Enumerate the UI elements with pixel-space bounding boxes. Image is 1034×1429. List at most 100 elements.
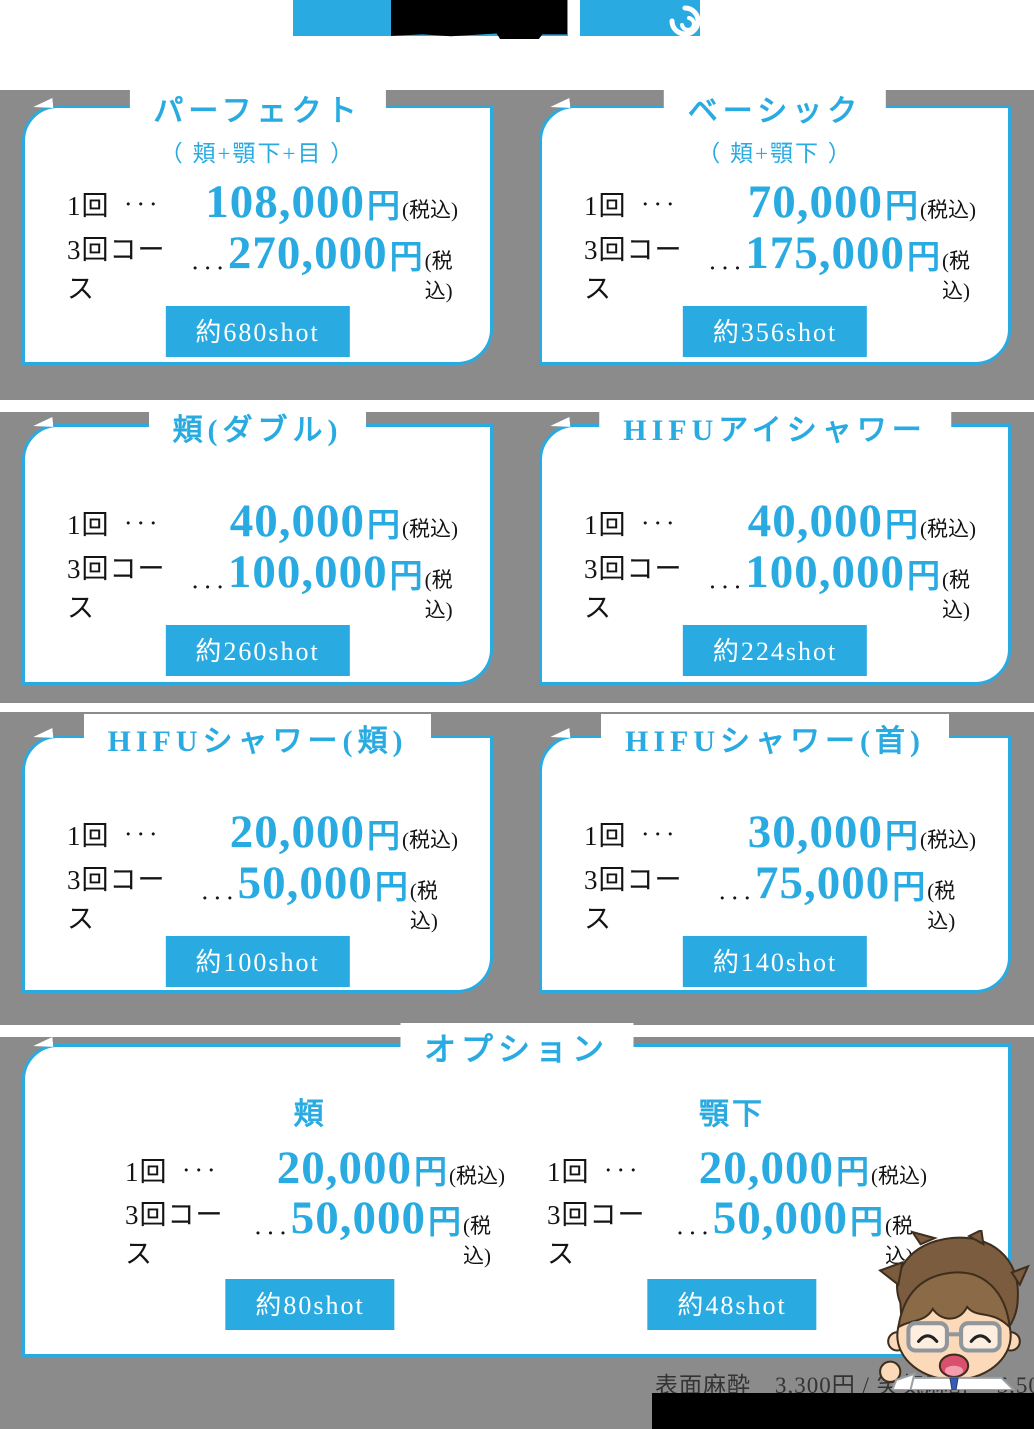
tax-included-label: (税込): [942, 248, 971, 303]
price-card: ベーシック （ 頬+顎下 ） 1回 ･･･ 70,000 円 (税込) 3回コー…: [539, 84, 1011, 365]
price-number: 100,000: [227, 545, 388, 598]
dots: ･･･: [181, 1160, 220, 1182]
price-card: 頬(ダブル) 1回 ･･･ 40,000 円 (税込) 3回コース ･･･ 10…: [22, 403, 493, 685]
price-row-label: 1回 ･･･: [67, 184, 161, 223]
price-row: 3回コース ･･･ 50,000 円 (税込): [67, 859, 458, 934]
dots: ･･･: [640, 824, 679, 846]
price-value: 40,000 円 (税込): [230, 498, 458, 546]
yen-unit: 円: [374, 869, 408, 906]
times-label: 1回: [67, 820, 110, 851]
price-row: 1回 ･･･ 108,000 円 (税込): [67, 174, 458, 232]
price-value: 108,000 円 (税込): [205, 179, 458, 227]
price-number: 20,000: [698, 1142, 834, 1194]
dots: ･･･: [190, 258, 228, 280]
times-label: 3回コース: [67, 235, 166, 304]
card-title: ベーシック: [687, 95, 863, 128]
price-row-label: 3回コース ･･･: [67, 858, 238, 936]
card-title-tab: パーフェクト: [129, 84, 386, 132]
option-column-underchin: 顎下 1回 ･･･ 20,000 円 (税込) 3回コース ･･･ 50: [537, 1047, 927, 1354]
price-card: HIFUシャワー(頬) 1回 ･･･ 20,000 円 (税込) 3回コース ･…: [22, 714, 493, 993]
tax-included-label: (税込): [885, 1213, 914, 1268]
doctor-mascot-icon: [878, 1230, 1030, 1390]
price-number: 70,000: [747, 176, 883, 228]
price-row-label: 3回コース ･･･: [125, 1193, 291, 1271]
price-row: 1回 ･･･ 40,000 円 (税込): [584, 493, 976, 551]
price-number: 175,000: [745, 226, 906, 279]
yen-unit: 円: [850, 1204, 884, 1241]
price-row-label: 1回 ･･･: [584, 184, 678, 223]
price-number: 108,000: [205, 176, 365, 228]
price-row: 1回 ･･･ 30,000 円 (税込): [584, 804, 976, 862]
tax-included-label: (税込): [920, 198, 976, 222]
price-row-label: 1回 ･･･: [547, 1150, 641, 1189]
price-number: 30,000: [747, 806, 883, 858]
card-title: HIFUシャワー(首): [625, 725, 925, 758]
header-cropped-title-text: [391, 0, 567, 39]
card-title-tab: HIFUアイシャワー: [599, 403, 951, 451]
price-value: 100,000 円 (税込): [227, 545, 458, 624]
card-title: HIFUシャワー(頬): [107, 725, 408, 758]
tax-included-label: (税込): [402, 198, 458, 222]
card-title-tab: ベーシック: [663, 84, 887, 132]
price-value: 50,000 円 (税込): [291, 1194, 505, 1270]
price-value: 75,000 円 (税込): [755, 856, 976, 935]
shot-count-badge: 約100shot: [165, 936, 350, 987]
price-row: 3回コース ･･･ 270,000 円 (税込): [67, 229, 458, 304]
price-row: 1回 ･･･ 70,000 円 (税込): [584, 174, 976, 232]
price-number: 100,000: [745, 545, 906, 598]
yen-unit: 円: [885, 819, 918, 855]
price-row: 3回コース ･･･ 100,000 円 (税込): [584, 548, 976, 623]
tax-included-label: (税込): [424, 248, 453, 303]
dots: ･･･: [123, 824, 162, 846]
dots: ･･･: [640, 513, 679, 535]
price-row-label: 1回 ･･･: [584, 503, 678, 542]
option-column-title: 頬: [293, 1098, 327, 1131]
dots: ･･･: [253, 1223, 291, 1245]
price-number: 50,000: [237, 856, 373, 909]
shot-count-badge: 約48shot: [647, 1279, 817, 1330]
card-title-tab: HIFUシャワー(首): [601, 714, 949, 762]
dots: ･･･: [123, 513, 162, 535]
yen-unit: 円: [885, 189, 918, 225]
dots: ･･･: [640, 194, 679, 216]
price-row-label: 3回コース ･･･: [67, 228, 228, 306]
card-title-tab: HIFUシャワー(頬): [83, 714, 432, 762]
price-row-label: 3回コース ･･･: [67, 547, 228, 625]
tax-included-label: (税込): [920, 517, 976, 541]
price-row-label: 1回 ･･･: [67, 503, 161, 542]
shot-count-badge: 約356shot: [682, 306, 868, 357]
price-row-label: 3回コース ･･･: [584, 228, 745, 306]
price-number: 270,000: [227, 226, 388, 279]
times-label: 3回コース: [547, 1200, 646, 1269]
yen-unit: 円: [389, 239, 423, 276]
tax-included-label: (税込): [409, 878, 438, 933]
tax-included-label: (税込): [927, 878, 956, 933]
price-value: 270,000 円 (税込): [227, 226, 458, 305]
price-value: 40,000 円 (税込): [748, 498, 976, 546]
price-row-label: 3回コース ･･･: [584, 858, 755, 936]
times-label: 1回: [67, 190, 110, 221]
times-label: 3回コース: [125, 1200, 224, 1269]
yen-unit: 円: [885, 508, 918, 544]
option-column-title: 顎下: [699, 1098, 765, 1131]
price-value: 70,000 円 (税込): [748, 179, 976, 227]
price-value: 20,000 円 (税込): [230, 809, 458, 857]
header-swirl-decoration: [669, 5, 701, 37]
footer-black-bar: [652, 1393, 1034, 1429]
dots: ･･･: [190, 577, 228, 599]
tax-included-label: (税込): [424, 567, 453, 622]
shot-count-badge: 約140shot: [682, 936, 868, 987]
price-number: 40,000: [229, 495, 365, 547]
yen-unit: 円: [428, 1204, 462, 1241]
shot-count-badge: 約224shot: [682, 625, 868, 676]
price-number: 20,000: [276, 1142, 412, 1194]
dots: ･･･: [707, 577, 746, 599]
price-number: 75,000: [755, 856, 891, 909]
header-banner-right: [580, 0, 700, 36]
price-value: 50,000 円 (税込): [713, 1194, 927, 1270]
price-card: HIFUアイシャワー 1回 ･･･ 40,000 円 (税込) 3回コース ･･…: [539, 403, 1011, 685]
times-label: 1回: [584, 509, 627, 540]
times-label: 3回コース: [67, 865, 166, 934]
price-value: 50,000 円 (税込): [237, 856, 458, 935]
